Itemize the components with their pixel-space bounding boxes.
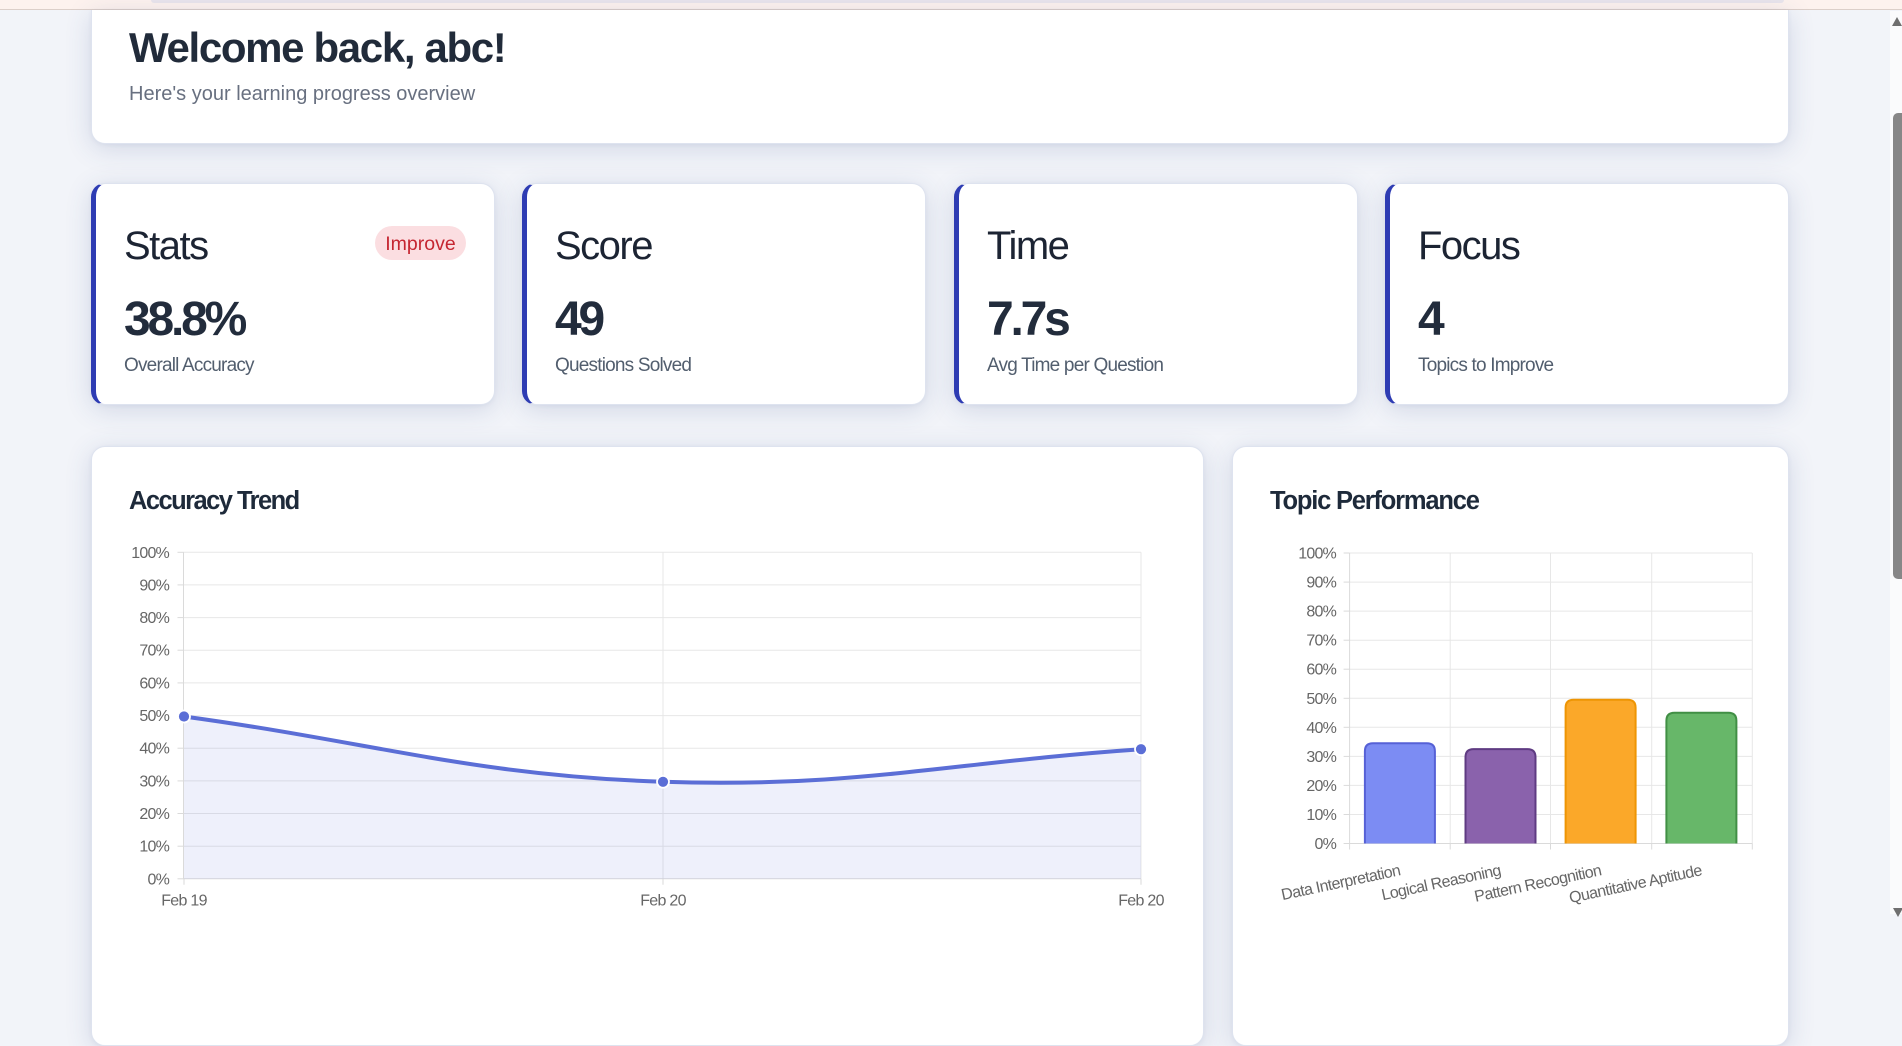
svg-text:50%: 50% — [1306, 691, 1336, 708]
svg-text:80%: 80% — [1306, 604, 1336, 621]
svg-text:20%: 20% — [1306, 778, 1336, 795]
svg-text:70%: 70% — [139, 643, 169, 660]
svg-text:30%: 30% — [1306, 749, 1336, 766]
svg-text:50%: 50% — [139, 708, 169, 725]
svg-text:Feb 20: Feb 20 — [640, 893, 686, 910]
svg-text:60%: 60% — [139, 675, 169, 692]
svg-text:Feb 19: Feb 19 — [161, 893, 207, 910]
svg-text:80%: 80% — [139, 610, 169, 627]
svg-text:40%: 40% — [1306, 720, 1336, 737]
svg-text:10%: 10% — [139, 839, 169, 856]
svg-text:100%: 100% — [131, 545, 169, 562]
svg-text:Feb 20: Feb 20 — [1118, 893, 1164, 910]
svg-text:70%: 70% — [1306, 633, 1336, 650]
svg-text:10%: 10% — [1306, 807, 1336, 824]
svg-text:20%: 20% — [139, 806, 169, 823]
svg-text:90%: 90% — [1306, 575, 1336, 592]
svg-text:90%: 90% — [139, 577, 169, 594]
svg-text:30%: 30% — [139, 773, 169, 790]
svg-text:60%: 60% — [1306, 662, 1336, 679]
svg-text:0%: 0% — [1314, 836, 1336, 853]
svg-text:100%: 100% — [1298, 546, 1336, 563]
svg-text:40%: 40% — [139, 741, 169, 758]
svg-text:0%: 0% — [147, 871, 169, 888]
